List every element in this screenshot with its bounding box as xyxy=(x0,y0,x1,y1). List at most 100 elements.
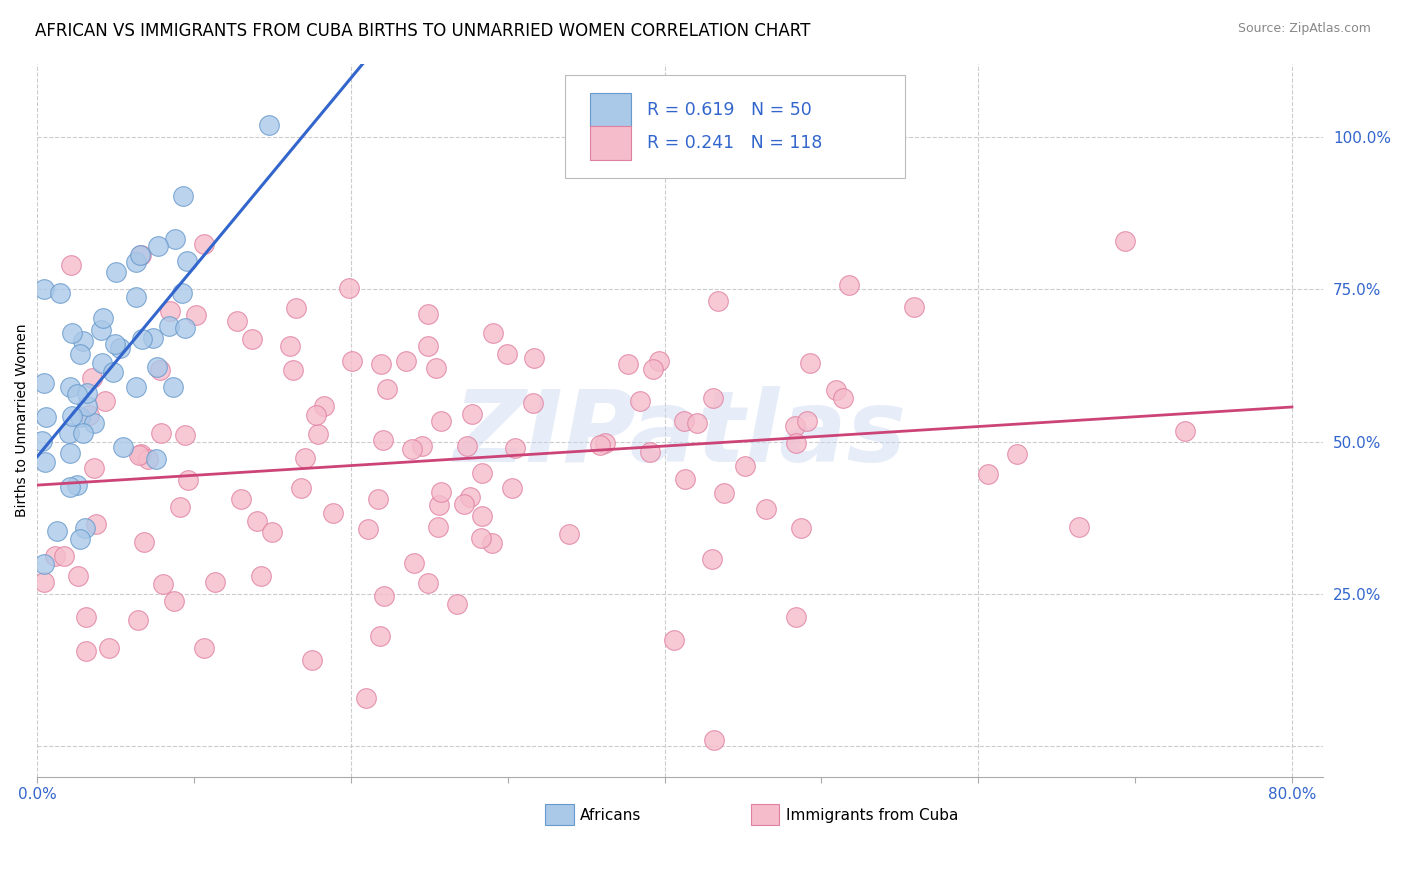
Point xyxy=(640,445,662,459)
Point xyxy=(59,446,82,460)
Point xyxy=(460,407,482,421)
Point xyxy=(262,524,284,539)
Point xyxy=(94,393,117,408)
Point xyxy=(91,310,114,325)
Point xyxy=(129,248,152,262)
Point xyxy=(799,356,821,370)
Point xyxy=(505,441,527,455)
Point xyxy=(184,308,207,322)
Point xyxy=(340,353,363,368)
Point xyxy=(785,435,807,450)
Point xyxy=(430,414,453,428)
Point xyxy=(142,331,165,345)
Point xyxy=(375,382,398,396)
Point xyxy=(290,481,312,495)
Point xyxy=(127,613,149,627)
Point xyxy=(702,552,724,566)
Point xyxy=(416,339,439,353)
Point xyxy=(458,490,481,504)
Point xyxy=(427,520,450,534)
Point xyxy=(169,500,191,514)
Point xyxy=(131,332,153,346)
Point xyxy=(496,347,519,361)
Point xyxy=(58,425,80,440)
Point xyxy=(125,290,148,304)
Point xyxy=(52,549,75,563)
Point xyxy=(785,419,807,434)
Point xyxy=(163,232,186,246)
Point xyxy=(101,365,124,379)
Point xyxy=(104,336,127,351)
Point xyxy=(471,508,494,523)
Point xyxy=(470,532,492,546)
Point xyxy=(401,442,423,456)
Point xyxy=(34,455,56,469)
Text: R = 0.241   N = 118: R = 0.241 N = 118 xyxy=(647,134,823,153)
Point xyxy=(60,326,83,341)
Point xyxy=(838,278,860,293)
Point xyxy=(152,577,174,591)
Point xyxy=(60,409,83,424)
Point xyxy=(796,414,818,428)
Point xyxy=(44,549,66,563)
Point xyxy=(294,451,316,466)
Point xyxy=(145,451,167,466)
Point xyxy=(32,376,55,390)
Point xyxy=(66,569,89,583)
Point xyxy=(367,492,389,507)
Point xyxy=(785,610,807,624)
Point xyxy=(456,439,478,453)
Point xyxy=(225,314,247,328)
Point xyxy=(245,514,267,528)
Point xyxy=(249,569,271,583)
Point xyxy=(628,394,651,409)
Point xyxy=(132,535,155,549)
Point xyxy=(146,359,169,374)
Point xyxy=(356,522,378,536)
Point xyxy=(75,643,97,657)
Point xyxy=(84,516,107,531)
Point xyxy=(825,383,848,397)
Point xyxy=(278,339,301,353)
Point xyxy=(672,414,695,428)
Text: Immigrants from Cuba: Immigrants from Cuba xyxy=(786,808,957,823)
Point xyxy=(80,371,103,385)
Point xyxy=(734,459,756,474)
Point xyxy=(129,248,152,262)
Point xyxy=(32,282,55,296)
Point xyxy=(285,301,308,315)
Point xyxy=(90,323,112,337)
Point xyxy=(395,353,418,368)
Point xyxy=(522,396,544,410)
Point xyxy=(368,629,391,643)
Bar xyxy=(751,804,779,825)
Point xyxy=(321,506,343,520)
Point xyxy=(128,448,150,462)
Text: Source: ZipAtlas.com: Source: ZipAtlas.com xyxy=(1237,22,1371,36)
Point xyxy=(595,435,617,450)
Point xyxy=(558,527,581,541)
Point xyxy=(31,434,53,448)
Point xyxy=(149,363,172,377)
Point xyxy=(77,408,100,422)
Point xyxy=(97,640,120,655)
Point xyxy=(257,118,280,132)
Point xyxy=(60,258,83,272)
Point xyxy=(371,433,394,447)
Point xyxy=(34,557,56,571)
Point xyxy=(162,380,184,394)
Point xyxy=(304,408,326,422)
Point xyxy=(172,286,194,301)
FancyBboxPatch shape xyxy=(565,75,905,178)
Text: Africans: Africans xyxy=(581,808,641,823)
Point xyxy=(453,497,475,511)
Point xyxy=(174,321,197,335)
Bar xyxy=(546,804,574,825)
Point xyxy=(373,589,395,603)
Y-axis label: Births to Unmarried Women: Births to Unmarried Women xyxy=(15,324,30,517)
Text: ZIPatlas: ZIPatlas xyxy=(454,386,907,483)
Point xyxy=(193,640,215,655)
Point xyxy=(790,521,813,535)
Point xyxy=(75,521,97,535)
Text: AFRICAN VS IMMIGRANTS FROM CUBA BIRTHS TO UNMARRIED WOMEN CORRELATION CHART: AFRICAN VS IMMIGRANTS FROM CUBA BIRTHS T… xyxy=(35,22,810,40)
